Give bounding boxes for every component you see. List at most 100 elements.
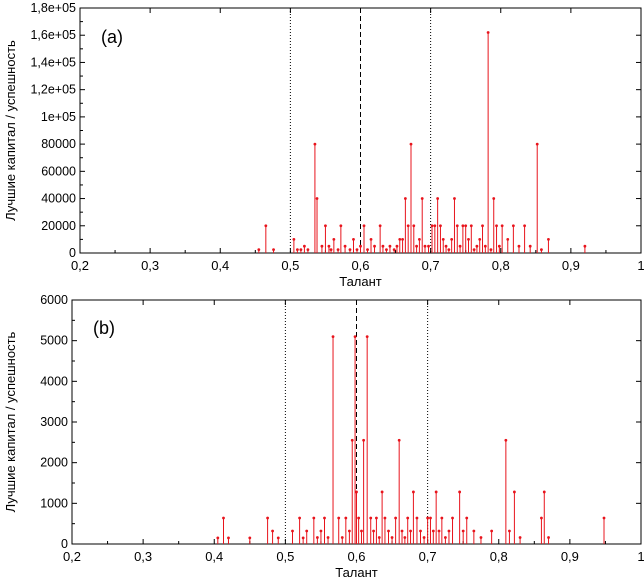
- x-tick-label: 0,6: [347, 549, 365, 564]
- y-tick-label: 1000: [40, 496, 68, 510]
- x-tick-label: 0,3: [134, 549, 152, 564]
- data-point: [465, 516, 469, 520]
- data-point: [433, 224, 437, 228]
- y-tick-label: 2000: [40, 456, 68, 470]
- data-point: [377, 536, 381, 539]
- data-point: [420, 197, 424, 200]
- y-tick-label: 4000: [40, 374, 68, 388]
- data-point: [337, 516, 341, 520]
- data-point: [306, 248, 310, 251]
- data-point: [439, 224, 442, 228]
- data-point: [436, 197, 440, 200]
- data-point: [418, 237, 421, 241]
- data-point: [324, 224, 327, 228]
- data-point: [504, 438, 508, 442]
- data-point: [523, 224, 526, 228]
- data-point: [461, 529, 465, 533]
- data-point: [344, 516, 348, 520]
- data-point: [415, 516, 419, 520]
- data-point: [511, 224, 515, 228]
- data-point: [331, 335, 335, 338]
- data-point: [336, 248, 340, 251]
- data-point: [216, 536, 220, 540]
- data-point: [339, 224, 343, 228]
- data-point: [401, 237, 404, 241]
- data-point: [276, 536, 280, 540]
- data-point: [347, 529, 351, 533]
- data-point: [315, 536, 319, 539]
- data-point: [362, 224, 366, 228]
- x-tick-label: 0,3: [141, 258, 159, 273]
- x-tick-label: 0,2: [71, 258, 89, 273]
- x-tick-label: 0,6: [351, 258, 369, 273]
- data-point: [366, 248, 369, 251]
- data-point: [264, 224, 268, 228]
- x-tick-label: 0,5: [276, 549, 294, 564]
- data-point: [535, 142, 539, 146]
- data-point: [390, 536, 394, 539]
- data-point: [329, 248, 333, 251]
- data-point: [375, 516, 378, 520]
- data-point: [422, 536, 426, 539]
- data-point: [392, 248, 396, 251]
- data-point: [373, 244, 376, 248]
- data-point: [486, 31, 490, 34]
- data-point: [467, 237, 470, 241]
- data-point: [427, 244, 430, 248]
- data-point: [475, 244, 479, 248]
- x-tick-label: 0,9: [562, 258, 580, 273]
- data-point: [327, 244, 331, 248]
- x-tick-label: 0,7: [422, 258, 440, 273]
- data-point: [444, 244, 448, 248]
- data-point: [369, 516, 373, 520]
- data-point: [313, 142, 317, 146]
- data-point: [380, 490, 384, 494]
- data-point: [332, 237, 336, 241]
- data-point: [360, 529, 363, 533]
- y-tick-label: 0: [61, 537, 68, 551]
- data-point: [440, 516, 444, 520]
- data-point: [355, 248, 359, 251]
- data-point: [394, 516, 398, 520]
- data-point: [517, 244, 521, 248]
- y-tick-label: 1,2e+05: [30, 83, 76, 97]
- data-point: [441, 237, 445, 241]
- y-tick-label: 1,8e+05: [30, 1, 76, 15]
- x-tick-label: 1: [637, 258, 644, 273]
- data-point: [362, 438, 366, 442]
- y-tick-label: 1e+05: [41, 110, 76, 124]
- y-tick-label: 6000: [40, 293, 68, 307]
- data-point: [406, 224, 410, 228]
- data-point: [326, 536, 330, 539]
- x-axis-label: Талант: [335, 565, 378, 580]
- data-point: [528, 244, 532, 248]
- x-tick-label: 0,4: [205, 549, 223, 564]
- data-point: [359, 244, 362, 248]
- data-point: [292, 237, 296, 241]
- data-point: [547, 237, 550, 241]
- y-tick-label: 5000: [40, 334, 68, 348]
- data-point: [437, 529, 441, 533]
- data-point: [350, 438, 354, 442]
- data-point: [248, 536, 252, 540]
- data-point: [518, 536, 522, 539]
- data-point: [583, 244, 587, 248]
- data-point: [455, 224, 459, 228]
- data-point: [357, 516, 361, 520]
- data-point: [492, 197, 496, 200]
- data-point: [472, 529, 476, 533]
- data-point: [400, 529, 404, 533]
- data-point: [257, 248, 261, 251]
- data-point: [385, 248, 388, 251]
- data-point: [272, 248, 275, 251]
- data-point: [542, 490, 546, 494]
- x-tick-label: 0,5: [281, 258, 299, 273]
- data-point: [227, 536, 230, 540]
- y-axis-label: Лучшие капитал / успешность: [3, 331, 18, 512]
- data-point: [495, 224, 498, 228]
- data-point: [409, 529, 412, 533]
- data-point: [412, 490, 415, 494]
- data-point: [426, 516, 430, 520]
- data-point: [398, 237, 402, 241]
